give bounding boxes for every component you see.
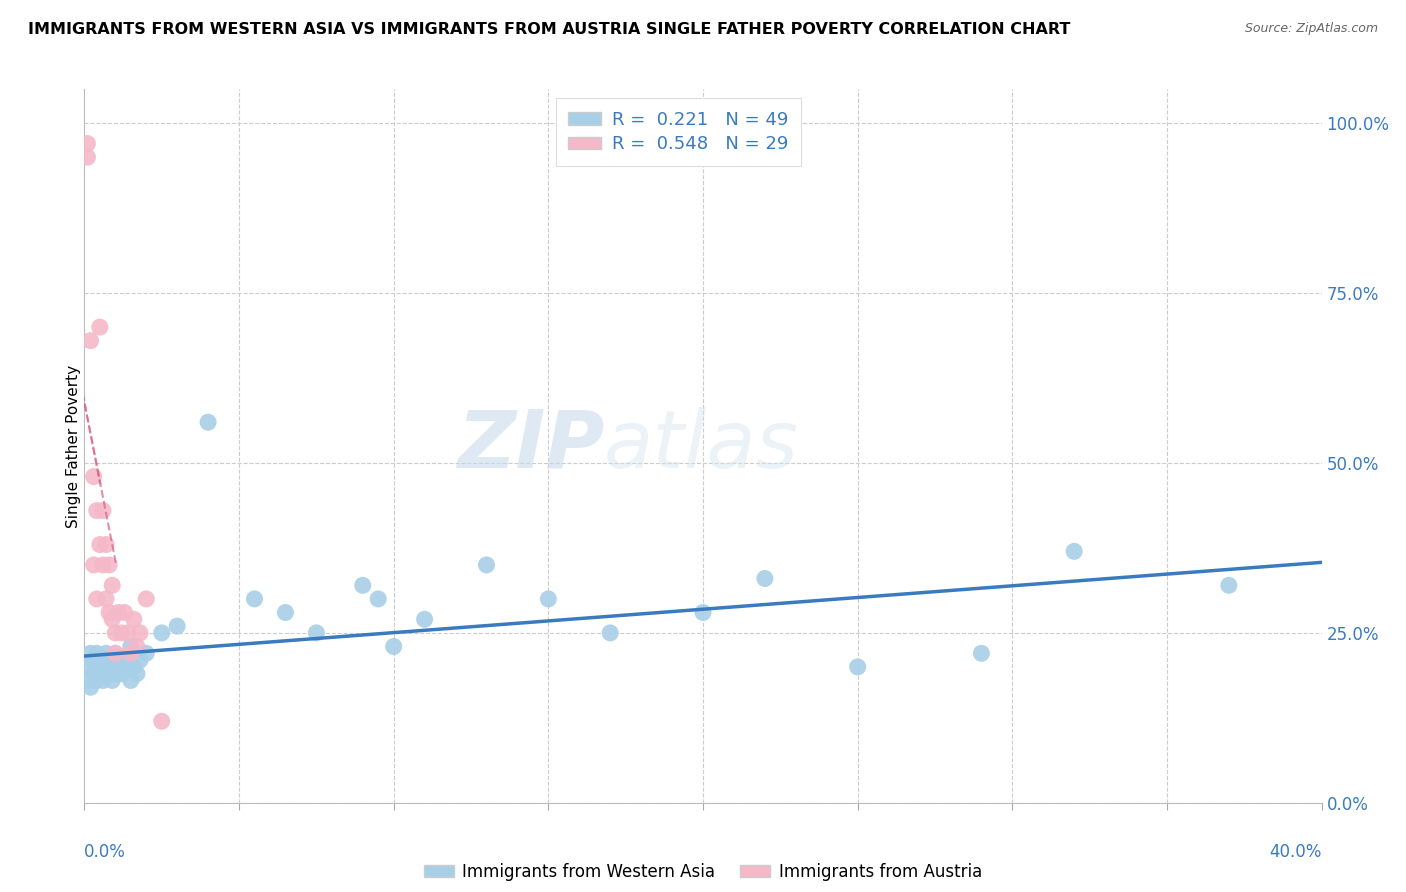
Point — [79, 646, 101, 660]
Point — [83, 558, 105, 572]
Point — [110, 666, 132, 681]
Point — [150, 714, 173, 729]
Point — [537, 591, 560, 606]
Point — [129, 653, 152, 667]
Point — [117, 626, 139, 640]
Point — [86, 646, 108, 660]
Point — [91, 503, 114, 517]
Point — [101, 612, 124, 626]
Point — [114, 606, 136, 620]
Point — [76, 150, 98, 164]
Point — [367, 591, 389, 606]
Point — [86, 673, 108, 688]
Point — [86, 591, 108, 606]
Text: atlas: atlas — [605, 407, 799, 485]
Point — [79, 334, 101, 348]
Point — [89, 666, 111, 681]
Point — [107, 606, 129, 620]
Point — [120, 673, 142, 688]
Point — [76, 660, 98, 674]
Point — [89, 320, 111, 334]
Text: 0.0%: 0.0% — [84, 843, 127, 861]
Point — [129, 626, 152, 640]
Point — [94, 537, 117, 551]
Point — [274, 606, 297, 620]
Point — [150, 626, 173, 640]
Point — [122, 660, 145, 674]
Point — [197, 415, 219, 429]
Point — [382, 640, 405, 654]
Point — [91, 558, 114, 572]
Point — [94, 660, 117, 674]
Point — [86, 503, 108, 517]
Point — [970, 646, 993, 660]
Text: 40.0%: 40.0% — [1270, 843, 1322, 861]
Point — [94, 591, 117, 606]
Point — [692, 606, 714, 620]
Point — [101, 673, 124, 688]
Point — [104, 666, 127, 681]
Point — [101, 660, 124, 674]
Point — [107, 660, 129, 674]
Point — [125, 640, 148, 654]
Text: Source: ZipAtlas.com: Source: ZipAtlas.com — [1244, 22, 1378, 36]
Y-axis label: Single Father Poverty: Single Father Poverty — [66, 365, 80, 527]
Point — [1063, 544, 1085, 558]
Point — [101, 578, 124, 592]
Point — [352, 578, 374, 592]
Point — [120, 646, 142, 660]
Text: IMMIGRANTS FROM WESTERN ASIA VS IMMIGRANTS FROM AUSTRIA SINGLE FATHER POVERTY CO: IMMIGRANTS FROM WESTERN ASIA VS IMMIGRAN… — [28, 22, 1070, 37]
Legend: Immigrants from Western Asia, Immigrants from Austria: Immigrants from Western Asia, Immigrants… — [418, 856, 988, 888]
Point — [846, 660, 869, 674]
Point — [89, 537, 111, 551]
Point — [114, 653, 136, 667]
Point — [110, 626, 132, 640]
Point — [98, 558, 121, 572]
Point — [413, 612, 436, 626]
Point — [120, 640, 142, 654]
Point — [76, 673, 98, 688]
Text: ZIP: ZIP — [457, 407, 605, 485]
Point — [104, 626, 127, 640]
Point — [91, 673, 114, 688]
Point — [91, 653, 114, 667]
Point — [599, 626, 621, 640]
Point — [98, 606, 121, 620]
Point — [122, 612, 145, 626]
Point — [83, 666, 105, 681]
Point — [475, 558, 498, 572]
Point — [89, 660, 111, 674]
Point — [83, 653, 105, 667]
Point — [1218, 578, 1240, 592]
Point — [125, 666, 148, 681]
Point — [98, 666, 121, 681]
Point — [135, 591, 157, 606]
Point — [83, 469, 105, 483]
Point — [79, 680, 101, 694]
Point — [76, 136, 98, 151]
Point — [104, 646, 127, 660]
Point — [98, 653, 121, 667]
Point — [117, 660, 139, 674]
Point — [135, 646, 157, 660]
Point — [243, 591, 266, 606]
Point — [166, 619, 188, 633]
Point — [305, 626, 328, 640]
Point — [104, 646, 127, 660]
Point — [754, 572, 776, 586]
Point — [94, 646, 117, 660]
